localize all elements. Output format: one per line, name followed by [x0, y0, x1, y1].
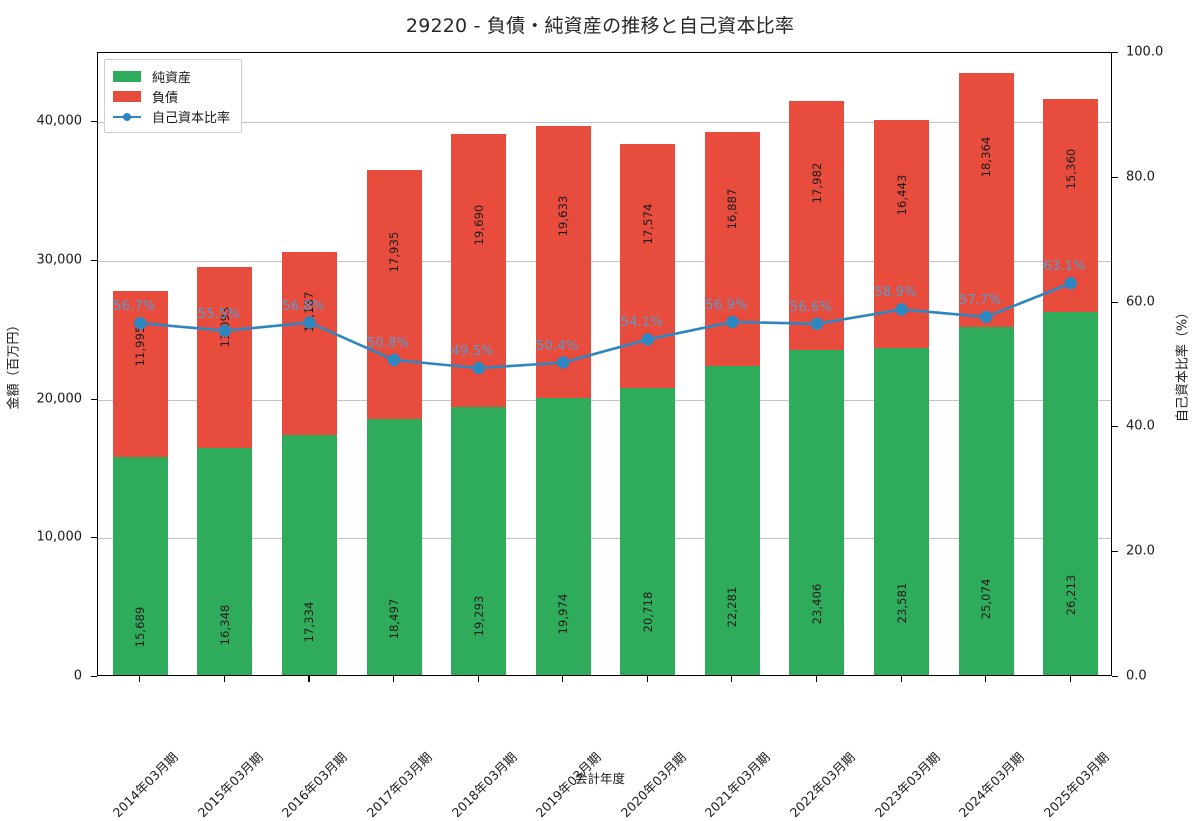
y-tick-label-right: 0.0: [1126, 668, 1147, 684]
ratio-value-label: 56.6%: [789, 299, 833, 315]
bar-series-layer: 15,689 11,995 16,348 13,093 17,334 13,187 18,4…: [98, 53, 1111, 675]
x-tick-mark: [646, 676, 648, 682]
ratio-value-label: 56.7%: [113, 299, 156, 315]
ratio-value-label: 50.8%: [366, 336, 410, 351]
legend-item-liabilities: 負債: [113, 86, 230, 106]
gridline: [98, 261, 1111, 262]
y-tick-mark-left: [91, 537, 97, 539]
x-tick-mark: [308, 676, 310, 682]
bar-segment-equity[interactable]: 22,281: [704, 366, 760, 675]
ratio-value-labels: 56.7% 55.5% 56.8% 50.8% 49.5% 50.4% 54.1% 56.9%…: [98, 53, 1111, 675]
ratio-value-label: 63.1%: [1043, 259, 1086, 275]
y-axis-label-left: 金額（百万円）: [6, 318, 22, 410]
bar-segment-equity[interactable]: 26,213: [1043, 311, 1099, 675]
legend-dot-icon: [123, 112, 131, 121]
y-tick-label-left: 0: [73, 668, 82, 684]
x-tick-mark: [985, 676, 987, 682]
bar-segment-liabilities[interactable]: 15,360: [1043, 98, 1099, 312]
ratio-value-label: 58.9%: [874, 285, 917, 301]
y-tick-label-left: 40,000: [36, 113, 83, 129]
ratio-value-label: 56.8%: [282, 298, 325, 314]
y-tick-mark-right: [1112, 52, 1118, 54]
legend-item-equity-ratio: 自己資本比率: [113, 106, 230, 126]
bar-segment-equity[interactable]: 18,497: [366, 418, 422, 675]
bar-segment-equity[interactable]: 19,974: [535, 398, 591, 675]
ratio-value-label: 50.4%: [536, 338, 579, 354]
bar-segment-equity[interactable]: 17,334: [281, 434, 337, 675]
y-tick-mark-left: [91, 398, 97, 400]
y-tick-label-left: 20,000: [36, 391, 83, 407]
gridline: [98, 538, 1111, 540]
legend-swatch-liabilities-icon: [113, 90, 141, 102]
chart-title: 29220 - 負債・純資産の推移と自己資本比率: [405, 15, 795, 37]
ratio-value-label: 57.7%: [958, 292, 1002, 308]
y-tick-label-left: 10,000: [36, 529, 83, 545]
legend-label-equity: 純資産: [152, 70, 192, 86]
legend-line-marker-icon: [113, 111, 141, 122]
bar-segment-equity[interactable]: 25,074: [958, 327, 1014, 675]
y-tick-label-right: 40.0: [1126, 418, 1155, 434]
x-tick-mark: [223, 676, 225, 682]
y-tick-label-right: 60.0: [1126, 294, 1155, 310]
x-tick-mark: [815, 676, 818, 682]
y-tick-mark-left: [91, 260, 97, 262]
ratio-value-label: 55.5%: [197, 306, 241, 322]
legend-label-liabilities: 負債: [152, 90, 179, 106]
legend-swatch-equity-icon: [113, 70, 141, 82]
chart-container: 29220 - 負債・純資産の推移と自己資本比率 金額（百万円） 自己資本比率（…: [6, 15, 1191, 820]
ratio-value-label: 56.9%: [705, 297, 748, 313]
y-tick-mark-right: [1112, 551, 1118, 553]
gridline: [98, 122, 1111, 124]
x-tick-mark: [1069, 676, 1071, 682]
y-tick-mark-right: [1112, 176, 1118, 178]
y-tick-label-right: 20.0: [1126, 543, 1155, 559]
x-tick-mark: [477, 676, 479, 682]
legend-label-equity-ratio: 自己資本比率: [152, 110, 231, 126]
y-tick-mark-right: [1112, 426, 1118, 428]
x-axis-label: 会計年度: [574, 771, 625, 786]
y-tick-label-left: 30,000: [36, 252, 83, 268]
y-tick-label-right: 80.0: [1126, 169, 1155, 185]
ratio-value-label: 54.1%: [620, 315, 663, 331]
chart-legend: 純資産 負債 自己資本比率: [104, 59, 243, 133]
x-tick-mark: [393, 676, 395, 682]
x-tick-mark: [562, 676, 564, 682]
y-tick-mark-right: [1112, 676, 1118, 678]
x-tick-mark: [900, 676, 902, 682]
y-tick-mark-left: [91, 676, 97, 678]
bar-segment-equity[interactable]: 15,689: [112, 457, 168, 675]
bar-segment-equity[interactable]: 23,581: [874, 348, 930, 675]
y-axis-label-right: 自己資本比率（%）: [1175, 305, 1191, 423]
x-tick-mark: [731, 676, 733, 682]
bar-segment-equity[interactable]: 16,348: [197, 448, 253, 675]
ratio-value-label: 49.5%: [451, 344, 494, 360]
y-tick-label-right: 100.0: [1126, 44, 1164, 60]
y-tick-mark-left: [91, 121, 97, 123]
gridline: [98, 399, 1111, 401]
plot-area: 15,689 11,995 16,348 13,093 17,334 13,187 18,4…: [97, 52, 1112, 676]
bar-segment-equity[interactable]: 19,293: [451, 407, 507, 675]
y-tick-mark-right: [1112, 301, 1118, 303]
x-tick-mark: [139, 676, 141, 682]
bar-segment-equity[interactable]: 23,406: [789, 350, 845, 675]
bar-group[interactable]: 26,213 15,360: [1043, 98, 1099, 675]
bar-segment-equity[interactable]: 20,718: [620, 387, 676, 675]
legend-item-equity: 純資産: [113, 66, 230, 86]
